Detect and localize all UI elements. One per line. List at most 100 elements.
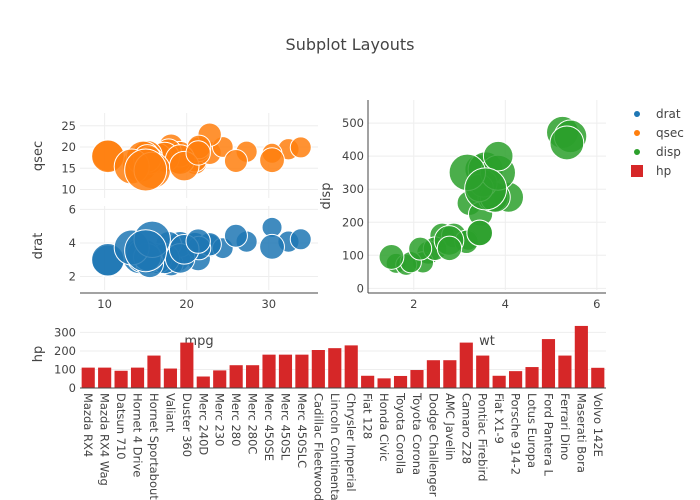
data-point bbox=[185, 228, 211, 254]
y-tick-label: 200 bbox=[342, 215, 364, 229]
y-ticks: 0 100 200 300 400 500 bbox=[342, 116, 364, 295]
bar bbox=[591, 367, 605, 388]
legend-swatch bbox=[634, 149, 640, 155]
y-axis-title: hp bbox=[31, 346, 46, 363]
x-ticks: Mazda RX4 Mazda RX4 Wag Datsun 710 Hornet 4… bbox=[81, 392, 605, 500]
bar bbox=[196, 376, 210, 388]
y-tick-label: 300 bbox=[342, 182, 364, 196]
chart-title: Subplot Layouts bbox=[286, 35, 415, 54]
bar bbox=[163, 368, 177, 388]
subplot-disp-vs-wt: 0 100 200 300 400 500 2 4 6 disp wt bbox=[319, 100, 606, 349]
bar bbox=[213, 370, 227, 388]
data-point bbox=[482, 140, 514, 172]
bar bbox=[574, 325, 588, 388]
x-tick-label: Fiat 128 bbox=[361, 393, 375, 439]
y-axis-title: qsec bbox=[31, 141, 46, 171]
data-point bbox=[466, 219, 493, 247]
x-tick-label: Merc 240D bbox=[196, 393, 210, 455]
x-tick-label: 6 bbox=[593, 297, 600, 311]
x-tick-label: Lotus Europa bbox=[525, 393, 539, 468]
y-tick-label: 15 bbox=[61, 161, 76, 175]
bar bbox=[525, 367, 539, 388]
markers bbox=[378, 115, 588, 276]
bar bbox=[180, 342, 194, 388]
bar bbox=[98, 367, 112, 388]
bar bbox=[492, 375, 506, 388]
y-tick-label: 500 bbox=[342, 116, 364, 130]
data-point bbox=[549, 125, 585, 161]
legend-label: drat bbox=[656, 107, 681, 121]
y-ticks: 0 100 200 300 bbox=[54, 325, 76, 395]
y-tick-label: 200 bbox=[54, 344, 76, 358]
data-point bbox=[259, 147, 285, 174]
y-tick-label: 4 bbox=[69, 236, 76, 250]
y-axis-title: drat bbox=[31, 233, 46, 260]
x-tick-label: Pontiac Firebird bbox=[476, 393, 490, 481]
x-tick-label: Hornet Sportabout bbox=[147, 393, 161, 500]
y-tick-label: 300 bbox=[54, 325, 76, 339]
bar bbox=[344, 345, 358, 388]
x-tick-label: Dodge Challenger bbox=[426, 393, 440, 497]
bar bbox=[361, 375, 375, 388]
y-tick-label: 2 bbox=[69, 270, 76, 284]
data-point bbox=[259, 233, 285, 260]
bar bbox=[130, 367, 145, 388]
bar bbox=[476, 355, 490, 388]
bar bbox=[295, 354, 309, 388]
bar bbox=[509, 371, 523, 388]
subplot-hp-by-model: 0 100 200 300 Mazda RX4 Mazda RX4 Wag Datsun … bbox=[31, 325, 606, 500]
x-tick-label: Ferrari Dino bbox=[558, 393, 572, 460]
x-tick-label: 4 bbox=[502, 297, 509, 311]
y-tick-label: 100 bbox=[54, 362, 76, 376]
bar bbox=[229, 365, 243, 388]
subplot-drat-vs-mpg: 246 10 20 30 drat mpg bbox=[31, 202, 318, 349]
data-point bbox=[436, 235, 463, 262]
y-tick-label: 20 bbox=[61, 140, 76, 154]
x-tick-label: Ford Pantera L bbox=[542, 393, 556, 476]
y-tick-label: 6 bbox=[69, 202, 76, 216]
legend-swatch bbox=[634, 130, 640, 136]
data-point bbox=[464, 167, 508, 211]
x-tick-label: Merc 280 bbox=[229, 393, 243, 446]
bar bbox=[328, 348, 342, 388]
x-axis-title: wt bbox=[479, 334, 495, 349]
x-tick-label: Mazda RX4 bbox=[81, 393, 95, 457]
x-tick-label: Maserati Bora bbox=[574, 393, 588, 473]
y-tick-label: 400 bbox=[342, 149, 364, 163]
data-point bbox=[289, 136, 312, 159]
x-tick-label: Duster 360 bbox=[180, 393, 194, 457]
x-tick-label: Merc 450SL bbox=[279, 393, 293, 461]
x-tick-label: Merc 450SLC bbox=[295, 393, 309, 468]
legend-swatch bbox=[634, 111, 640, 117]
x-tick-label: Datsun 710 bbox=[114, 393, 128, 460]
y-tick-label: 100 bbox=[342, 248, 364, 262]
x-tick-label: Chrysler Imperial bbox=[344, 393, 358, 492]
bar bbox=[377, 378, 391, 388]
legend-label: disp bbox=[656, 145, 681, 159]
x-tick-label: Porsche 914-2 bbox=[509, 393, 523, 475]
data-point bbox=[185, 140, 211, 166]
x-tick-label: Fiat X1-9 bbox=[492, 393, 506, 444]
bar bbox=[541, 339, 556, 388]
y-tick-label: 0 bbox=[69, 381, 76, 395]
x-ticks: 10 20 30 bbox=[97, 297, 276, 311]
x-tick-label: Lincoln Continental bbox=[328, 393, 342, 500]
x-tick-label: Toyota Corona bbox=[410, 392, 424, 475]
x-tick-label: Mazda RX4 Wag bbox=[98, 393, 112, 486]
data-point bbox=[124, 229, 168, 273]
bar bbox=[147, 355, 161, 388]
x-tick-label: Toyota Corolla bbox=[394, 392, 408, 474]
data-point bbox=[408, 236, 433, 261]
bar bbox=[558, 355, 572, 388]
x-tick-label: 30 bbox=[261, 297, 276, 311]
x-tick-label: AMC Javelin bbox=[443, 393, 457, 460]
bar bbox=[262, 354, 276, 388]
legend: drat qsec disp hp bbox=[631, 107, 684, 178]
x-ticks: 2 4 6 bbox=[410, 297, 600, 311]
legend-label: qsec bbox=[656, 126, 684, 140]
x-tick-label: Valiant bbox=[163, 393, 177, 433]
bars bbox=[81, 325, 605, 388]
markers bbox=[91, 122, 312, 192]
y-ticks: 2 4 6 bbox=[69, 202, 76, 283]
